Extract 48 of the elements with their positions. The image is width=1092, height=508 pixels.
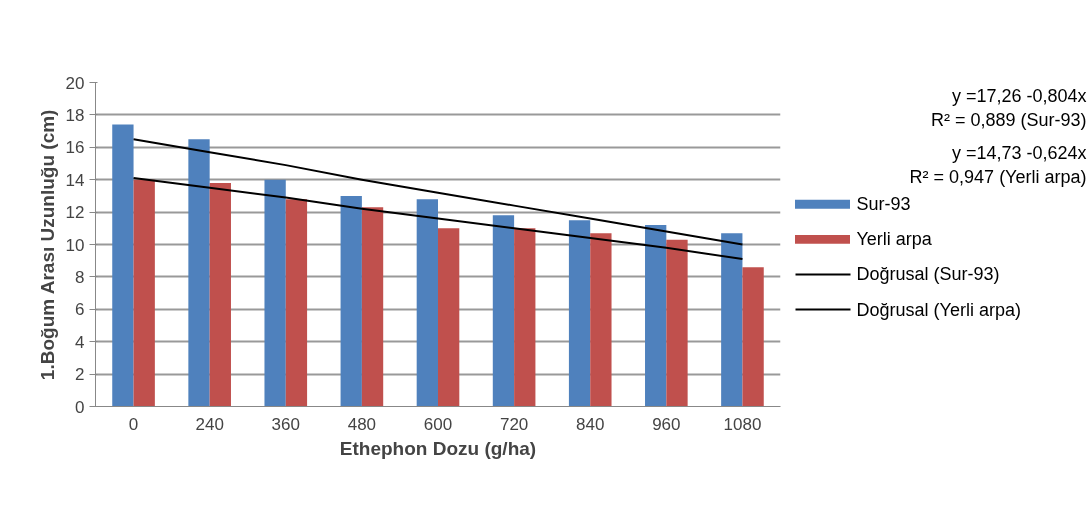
legend-label: Yerli arpa <box>856 229 933 250</box>
y-tick-label: 2 <box>75 365 85 385</box>
y-tick-label: 10 <box>65 235 85 255</box>
x-tick-label: 1080 <box>723 414 762 434</box>
bar <box>285 199 308 407</box>
bar <box>188 139 210 407</box>
legend-label: Doğrusal (Yerli arpa) <box>856 299 1021 320</box>
x-tick-label: 360 <box>271 414 300 434</box>
line-series <box>132 177 744 261</box>
x-axis-title: Ethephon Dozu (g/ha) <box>339 437 537 459</box>
bar <box>514 228 536 407</box>
line-series <box>132 138 744 246</box>
y-tick-label: 8 <box>75 267 85 287</box>
text: y =17,26 -0,804x R² = 0,889 (Sur-93) <box>930 85 1087 130</box>
text: y =14,73 -0,624x R² = 0,947 (Yerli arpa) <box>909 143 1087 188</box>
x-tick-label: 0 <box>128 414 139 434</box>
bar <box>361 207 384 407</box>
x-tick-label: 960 <box>652 414 681 434</box>
x-tick-label: 480 <box>347 414 377 434</box>
y-tick-label: 0 <box>75 397 85 417</box>
bar <box>340 195 362 407</box>
bar <box>742 267 764 407</box>
bar <box>568 220 591 407</box>
y-tick-label: 4 <box>75 332 85 352</box>
bar <box>438 228 460 407</box>
legend-label: Doğrusal (Sur-93) <box>856 264 1000 285</box>
y-axis-title: 1.Boğum Arası Uzunluğu (cm) <box>36 109 58 381</box>
bar <box>645 225 667 407</box>
x-tick-label: 720 <box>499 414 529 434</box>
bar <box>416 199 438 407</box>
bar <box>590 233 612 407</box>
y-tick-label: 6 <box>75 300 85 320</box>
y-tick-label: 18 <box>65 105 85 125</box>
bar <box>666 239 688 407</box>
y-tick-label: 14 <box>65 170 85 190</box>
legend-label: Sur-93 <box>856 194 911 215</box>
x-tick-label: 600 <box>423 414 453 434</box>
x-tick-label: 240 <box>195 414 224 434</box>
bar <box>112 124 134 407</box>
bar <box>492 215 515 407</box>
y-tick-label: 20 <box>65 73 85 93</box>
bar <box>209 182 231 407</box>
y-tick-label: 12 <box>65 203 85 223</box>
y-tick-label: 16 <box>65 138 85 158</box>
bar <box>264 179 286 407</box>
bar <box>721 233 743 407</box>
bar <box>133 179 155 407</box>
x-tick-label: 840 <box>576 414 605 434</box>
